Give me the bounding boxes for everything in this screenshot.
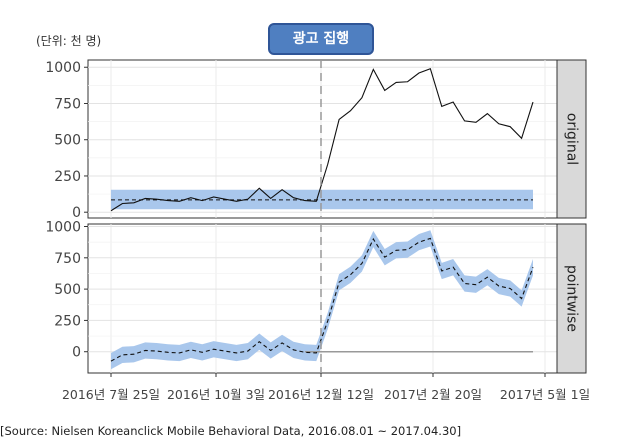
panel-pointwise: 0 250 500 750 1000 pointwise: [45, 220, 587, 374]
y-tick-label: 1000: [45, 60, 81, 76]
observed-series-line: [110, 67, 534, 212]
panel-original: 0 250 500 750 1000 original: [45, 59, 587, 221]
chart-canvas: 0 250 500 750 1000 original 0 250 500 750 1000 poi…: [45, 59, 590, 402]
y-tick-label: 750: [54, 96, 81, 112]
facet-strip-label: pointwise: [564, 265, 580, 332]
x-tick-label: 2016년 12월 12일: [268, 387, 374, 402]
y-tick-label: 1000: [45, 220, 81, 236]
campaign-badge: 광고 집행: [268, 23, 374, 55]
y-tick-label: 500: [54, 282, 81, 298]
facet-strip-label: original: [564, 113, 580, 165]
source-note: [Source: Nielsen Koreanclick Mobile Beha…: [0, 424, 462, 438]
x-tick-label: 2017년 2월 20일: [384, 387, 482, 402]
facet-strip: [556, 59, 587, 219]
facet-strip: [556, 223, 587, 374]
unit-label: (단위: 천 명): [36, 34, 102, 48]
x-axis: 2016년 7월 25일 2016년 10월 3일 2016년 12월 12일 201…: [62, 373, 590, 402]
y-tick-label: 250: [54, 313, 81, 329]
x-tick-label: 2017년 5월 1일: [500, 387, 590, 402]
y-tick-label: 0: [72, 345, 81, 361]
y-tick-label: 250: [54, 169, 81, 185]
y-tick-label: 750: [54, 251, 81, 267]
predicted-series-line: [110, 237, 534, 362]
x-tick-label: 2016년 10월 3일: [167, 387, 265, 402]
confidence-band: [111, 230, 533, 370]
y-tick-label: 0: [72, 205, 81, 221]
y-tick-label: 500: [54, 133, 81, 149]
x-tick-label: 2016년 7월 25일: [62, 387, 160, 402]
